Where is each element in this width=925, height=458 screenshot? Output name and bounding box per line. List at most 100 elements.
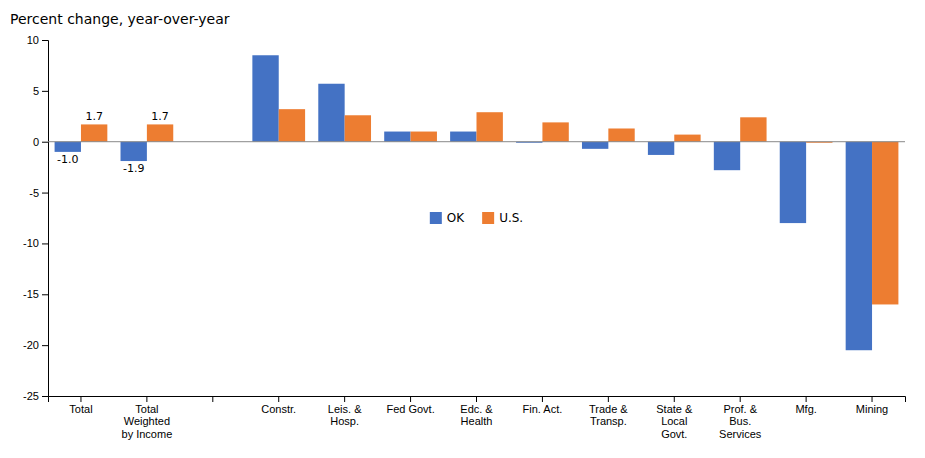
x-tick: Mfg.: [795, 396, 816, 415]
y-tick-label: -20: [23, 339, 39, 351]
y-axis-line: [42, 41, 49, 397]
data-label: -1.9: [123, 162, 144, 175]
legend-item: OK: [430, 211, 465, 225]
bar: [411, 132, 437, 142]
bar-series: [55, 55, 872, 350]
y-tick-mark: [42, 142, 48, 143]
y-tick-mark: [42, 91, 48, 92]
x-tick-mark: [278, 396, 279, 402]
bar: [450, 132, 476, 142]
y-tick-label: -10: [23, 237, 39, 249]
legend-item: U.S.: [482, 211, 523, 225]
x-tick-label: Fin. Act.: [523, 403, 563, 415]
y-tick: -25: [23, 390, 48, 402]
bar: [318, 84, 344, 142]
x-tick: State &LocalGovt.: [656, 396, 693, 440]
x-axis: Total TotalWeightedby Income Constr. Leis. …: [49, 396, 906, 440]
data-label: 1.7: [151, 110, 169, 123]
x-tick: Mining: [856, 396, 888, 415]
bar: [714, 142, 740, 170]
zero-line: [48, 141, 905, 142]
bar: [384, 132, 410, 142]
x-tick-mark: [476, 396, 477, 402]
y-tick: -10: [23, 237, 48, 249]
y-tick: -15: [23, 288, 48, 300]
x-tick-label: Fed Govt.: [386, 403, 434, 415]
bar: [345, 115, 371, 141]
y-tick-label: -15: [23, 288, 39, 300]
x-tick: Fed Govt.: [386, 396, 434, 415]
y-axis: -25 -20 -15 -10 -5 0 5 10: [23, 34, 48, 402]
x-tick-label: Trade &Transp.: [589, 403, 628, 428]
x-tick-mark: [674, 396, 675, 402]
legend-label: OK: [447, 211, 465, 225]
y-tick: 10: [27, 34, 48, 46]
y-tick-mark: [42, 243, 48, 244]
x-tick-mark: [806, 396, 807, 402]
x-tick-label: Edc. &Health: [460, 403, 493, 428]
x-tick: TotalWeightedby Income: [122, 396, 173, 440]
x-tick-label: Mfg.: [795, 403, 816, 415]
x-tick-mark: [872, 396, 873, 402]
x-tick-label: Mining: [856, 403, 888, 415]
bar: [121, 142, 147, 161]
bar: [252, 55, 278, 141]
y-tick-label: 10: [27, 34, 39, 46]
x-tick: Leis. &Hosp.: [328, 396, 362, 427]
chart: -25 -20 -15 -10 -5 0 5 10 Total TotalWeightedby I…: [0, 0, 925, 458]
bar: [477, 112, 503, 141]
bar-series: [81, 109, 898, 304]
bar: [872, 142, 898, 305]
bar: [542, 122, 568, 141]
x-axis-line: [49, 397, 906, 403]
x-tick-mark: [212, 396, 213, 402]
bar: [648, 142, 674, 155]
y-tick: 5: [33, 85, 48, 97]
bar: [147, 124, 173, 141]
bar: [608, 128, 634, 141]
x-tick: Trade &Transp.: [589, 396, 628, 427]
x-tick-label: Prof. &Bus.Services: [719, 403, 762, 440]
bar: [846, 142, 872, 351]
bar: [740, 117, 766, 141]
x-tick-mark: [80, 396, 81, 402]
x-tick-mark: [608, 396, 609, 402]
x-tick-label: Total: [69, 403, 92, 415]
y-tick-mark: [42, 396, 48, 397]
x-tick-mark: [542, 396, 543, 402]
y-tick-label: 5: [33, 85, 39, 97]
data-label: -1.0: [57, 153, 78, 166]
legend: OK U.S.: [430, 211, 523, 225]
x-tick: Prof. &Bus.Services: [719, 396, 762, 440]
bar: [582, 142, 608, 149]
x-tick-mark: [410, 396, 411, 402]
y-tick-mark: [42, 345, 48, 346]
x-tick-mark: [344, 396, 345, 402]
bar: [674, 135, 700, 142]
x-tick-mark: [146, 396, 147, 402]
x-tick-label: TotalWeightedby Income: [122, 403, 173, 440]
data-label: 1.7: [85, 110, 103, 123]
x-tick-label: Constr.: [261, 403, 296, 415]
x-tick-mark: [740, 396, 741, 402]
x-tick-label: State &LocalGovt.: [656, 403, 693, 440]
y-tick-label: 0: [33, 136, 39, 148]
x-tick: [212, 396, 213, 402]
x-tick: Edc. &Health: [460, 396, 493, 427]
y-tick-mark: [42, 294, 48, 295]
x-tick-label: Leis. &Hosp.: [328, 403, 362, 428]
legend-label: U.S.: [499, 211, 523, 225]
y-tick: -20: [23, 339, 48, 351]
y-tick: 0: [33, 136, 48, 148]
bar: [81, 124, 107, 141]
annotations: -1.0 1.7 -1.9 1.7: [57, 110, 169, 175]
y-tick-mark: [42, 40, 48, 41]
plot-area: [48, 55, 905, 350]
y-tick-label: -25: [23, 390, 39, 402]
y-axis-title: Percent change, year-over-year: [10, 11, 230, 27]
y-tick: -5: [29, 187, 48, 199]
legend-swatch: [430, 212, 442, 224]
x-tick: Fin. Act.: [523, 396, 563, 415]
bar: [55, 142, 81, 152]
bar: [279, 109, 305, 142]
